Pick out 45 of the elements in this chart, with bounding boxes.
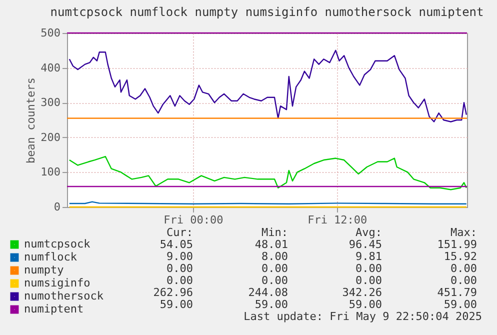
y-axis-title: bean counters bbox=[24, 77, 38, 164]
text: 0.00 bbox=[356, 262, 382, 275]
text: 0.00 bbox=[450, 262, 477, 275]
y-tick-label: 200 bbox=[40, 130, 60, 144]
text: Max: bbox=[450, 226, 477, 239]
chart-title: numtcpsock numflock numpty numsiginfo numothersock numiptent bbox=[50, 5, 484, 19]
text: 8.00 bbox=[262, 250, 288, 263]
text: 59.00 bbox=[160, 298, 193, 311]
text: 59.00 bbox=[254, 298, 288, 311]
text: Avg: bbox=[356, 226, 382, 239]
text: 59.00 bbox=[444, 298, 477, 311]
text: 151.99 bbox=[437, 238, 477, 251]
x-tick-label: Fri 00:00 bbox=[164, 214, 224, 226]
legend-label: numtcpsock bbox=[24, 238, 91, 250]
text: 9.00 bbox=[166, 250, 193, 263]
text: 48.01 bbox=[254, 238, 288, 251]
text: 342.26 bbox=[342, 286, 382, 299]
y-tick-label: 0 bbox=[54, 200, 60, 214]
y-tick-label: 500 bbox=[40, 26, 60, 40]
text: Last update: Fri May 9 22:50:04 2025 bbox=[244, 310, 482, 323]
legend-label: numiptent bbox=[24, 302, 84, 316]
y-tick-label: 400 bbox=[40, 61, 60, 74]
text: Min: bbox=[262, 226, 288, 239]
text: 54.05 bbox=[160, 238, 193, 251]
y-tick-label: 100 bbox=[40, 166, 60, 179]
text: 15.92 bbox=[444, 250, 477, 263]
text: 0.00 bbox=[262, 262, 288, 275]
text: 0.00 bbox=[166, 262, 193, 275]
x-tick-label: Fri 12:00 bbox=[308, 214, 368, 226]
text: 451.79 bbox=[437, 286, 477, 299]
text: 96.45 bbox=[348, 238, 382, 251]
text: Cur: bbox=[166, 226, 193, 239]
legend-label: numothersock bbox=[24, 290, 104, 302]
text: 0.00 bbox=[262, 274, 288, 287]
text: 0.00 bbox=[450, 274, 477, 287]
legend-label: numsiginfo bbox=[24, 276, 90, 290]
text: 0.00 bbox=[356, 274, 382, 287]
text: 262.96 bbox=[153, 286, 193, 299]
legend-label: numpty bbox=[24, 264, 64, 276]
text: 0.00 bbox=[166, 274, 193, 287]
legend-label: numflock bbox=[24, 250, 78, 264]
text: 59.00 bbox=[348, 298, 382, 311]
text: 9.81 bbox=[356, 250, 382, 263]
y-tick-label: 300 bbox=[40, 96, 60, 110]
text: 244.08 bbox=[248, 286, 288, 299]
